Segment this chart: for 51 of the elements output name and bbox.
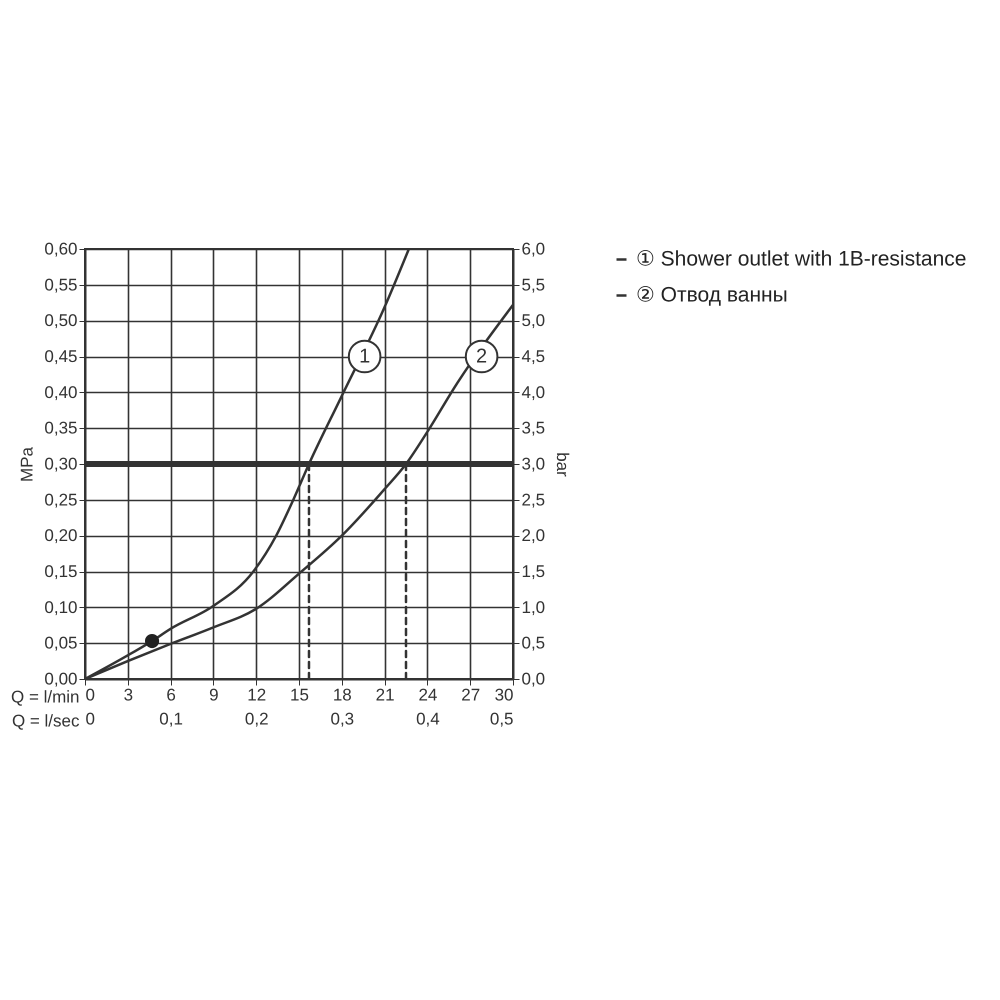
y2-tick-label: 4,0	[522, 382, 546, 402]
y2-tick-label: 1,5	[522, 562, 546, 581]
y-tick-label: 0,00	[44, 670, 78, 688]
x-tick-label: 6	[166, 686, 176, 704]
x-tick-label: 21	[376, 686, 395, 704]
y2-axis-title: bar	[553, 452, 572, 478]
y-tick-label: 0,05	[44, 634, 78, 653]
y2-tick-label: 3,5	[522, 418, 546, 438]
y2-tick-label: 2,0	[522, 526, 546, 546]
x-tick-label: 9	[209, 686, 219, 704]
y2-tick-label: 6,0	[522, 240, 546, 258]
legend-label: ① Shower outlet with 1B-resistance	[636, 248, 966, 270]
y2-tick-label: 4,5	[522, 347, 546, 366]
y2-tick-label: 5,5	[522, 275, 546, 294]
y2-tick-label: 1,0	[522, 598, 546, 617]
y-tick-label: 0,50	[44, 311, 78, 330]
x2-tick-label: 0,1	[159, 710, 183, 728]
x-tick-label: 27	[461, 686, 480, 704]
y-tick-label: 0,25	[44, 490, 78, 510]
annotation: 2	[476, 346, 488, 368]
x-tick-label: 0	[86, 686, 95, 704]
y2-tick-label: 5,0	[522, 311, 546, 330]
y-tick-label: 0,45	[44, 347, 78, 366]
y-tick-label: 0,35	[44, 418, 78, 438]
x-axis-title: Q = l/min	[11, 688, 80, 706]
y-axis-title: MPa	[17, 446, 36, 482]
x-tick-label: 30	[494, 686, 514, 704]
y2-tick-label: 0,5	[522, 634, 546, 653]
y-tick-label: 0,20	[44, 526, 78, 546]
x2-tick-label: 0,3	[330, 710, 354, 728]
annotation: 1	[359, 346, 370, 368]
x-tick-label: 18	[332, 686, 352, 704]
x-tick-label: 3	[124, 686, 134, 704]
legend-label: ② Отвод ванны	[636, 284, 788, 306]
x-tick-label: 24	[418, 686, 438, 704]
x-tick-label: 15	[290, 686, 309, 704]
x2-tick-label: 0	[86, 710, 95, 728]
y-tick-label: 0,40	[44, 382, 78, 402]
x2-tick-label: 0,5	[490, 710, 514, 728]
y2-tick-label: 2,5	[522, 490, 546, 510]
y-tick-label: 0,60	[44, 240, 78, 258]
y-tick-label: 0,15	[44, 562, 78, 581]
y-tick-label: 0,10	[44, 598, 78, 617]
x2-tick-label: 0,2	[244, 710, 269, 728]
x2-axis-title: Q = l/sec	[12, 712, 80, 730]
y2-tick-label: 0,0	[522, 670, 546, 688]
y2-tick-label: 3,0	[522, 454, 546, 474]
y-tick-label: 0,55	[44, 275, 78, 294]
x2-tick-label: 0,4	[416, 710, 440, 728]
x-tick-label: 12	[247, 686, 266, 704]
y-tick-label: 0,30	[44, 454, 78, 474]
